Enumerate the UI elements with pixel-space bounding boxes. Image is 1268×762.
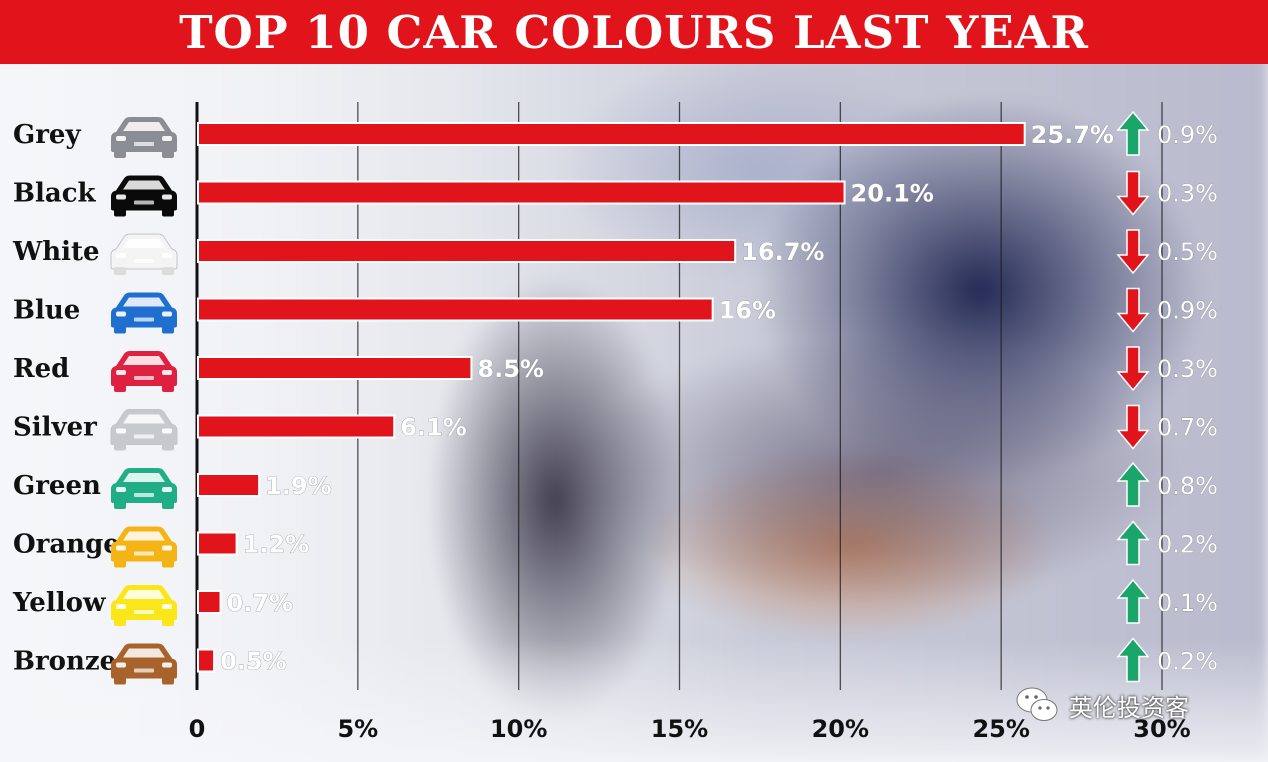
category-label: Orange bbox=[13, 530, 120, 560]
down-arrow-icon bbox=[1116, 170, 1150, 216]
value-label: 25.7% bbox=[1031, 121, 1114, 149]
up-arrow-icon bbox=[1116, 578, 1150, 624]
value-label: 6.1% bbox=[400, 414, 467, 442]
watermark: 英伦投资客 bbox=[1015, 685, 1189, 725]
x-tick-label: 10% bbox=[490, 715, 547, 743]
change-label: 0.9% bbox=[1157, 121, 1218, 149]
x-tick-label: 25% bbox=[972, 715, 1029, 743]
car-icon bbox=[111, 117, 177, 158]
bar bbox=[197, 297, 714, 322]
car-icon bbox=[110, 409, 178, 451]
up-arrow-icon bbox=[1116, 637, 1150, 683]
value-label: 0.5% bbox=[220, 648, 287, 676]
car-icon bbox=[111, 643, 177, 685]
change-label: 0.7% bbox=[1157, 414, 1218, 442]
change-label: 0.2% bbox=[1157, 531, 1218, 559]
bar bbox=[197, 239, 737, 263]
x-tick-label: 30% bbox=[1133, 715, 1190, 743]
car-icon bbox=[111, 351, 177, 392]
value-label: 16% bbox=[719, 297, 776, 325]
change-label: 0.3% bbox=[1157, 355, 1218, 383]
down-arrow-icon bbox=[1116, 287, 1150, 333]
wechat-icon bbox=[1016, 687, 1058, 721]
category-label: Green bbox=[13, 471, 101, 501]
category-label: Silver bbox=[13, 413, 97, 443]
category-label: White bbox=[12, 237, 100, 267]
category-label: Blue bbox=[13, 296, 80, 326]
bar bbox=[197, 356, 473, 380]
bar bbox=[197, 122, 1026, 146]
down-arrow-icon bbox=[1116, 404, 1150, 450]
up-arrow-icon bbox=[1116, 520, 1150, 566]
bar bbox=[197, 414, 396, 439]
category-label: Bronze bbox=[13, 647, 116, 677]
watermark-text: 英伦投资客 bbox=[1069, 693, 1189, 722]
change-label: 0.9% bbox=[1157, 297, 1218, 325]
category-label: Black bbox=[13, 179, 97, 209]
car-icon bbox=[111, 526, 177, 568]
car-icon bbox=[111, 175, 177, 217]
up-arrow-icon bbox=[1116, 110, 1150, 156]
chart-title: TOP 10 CAR COLOURS LAST YEAR bbox=[179, 5, 1089, 59]
up-arrow-icon bbox=[1116, 461, 1150, 507]
change-label: 0.1% bbox=[1157, 589, 1218, 617]
car-icon bbox=[111, 468, 177, 509]
x-tick-label: 15% bbox=[651, 715, 708, 743]
title-bar: TOP 10 CAR COLOURS LAST YEAR bbox=[0, 0, 1268, 64]
bar bbox=[197, 473, 261, 497]
x-tick-label: 20% bbox=[812, 715, 869, 743]
car-icon bbox=[111, 585, 177, 626]
category-label: Yellow bbox=[12, 588, 106, 618]
bar bbox=[197, 531, 238, 556]
bar bbox=[197, 648, 216, 673]
x-tick-label: 5% bbox=[337, 715, 378, 743]
change-label: 0.3% bbox=[1157, 180, 1218, 208]
bar bbox=[197, 590, 222, 614]
value-label: 1.9% bbox=[265, 472, 332, 500]
change-label: 0.2% bbox=[1157, 648, 1218, 676]
change-label: 0.8% bbox=[1157, 472, 1218, 500]
change-label: 0.5% bbox=[1157, 238, 1218, 266]
value-label: 20.1% bbox=[851, 180, 934, 208]
down-arrow-icon bbox=[1116, 229, 1150, 275]
category-label: Red bbox=[13, 354, 69, 384]
car-icon bbox=[111, 292, 177, 334]
x-tick-label: 0 bbox=[189, 715, 206, 743]
value-label: 16.7% bbox=[741, 238, 824, 266]
down-arrow-icon bbox=[1116, 346, 1150, 392]
bar bbox=[197, 180, 846, 205]
value-label: 1.2% bbox=[243, 531, 310, 559]
value-label: 0.7% bbox=[227, 589, 294, 617]
category-label: Grey bbox=[13, 120, 81, 150]
car-icon bbox=[110, 233, 178, 275]
value-label: 8.5% bbox=[477, 355, 544, 383]
